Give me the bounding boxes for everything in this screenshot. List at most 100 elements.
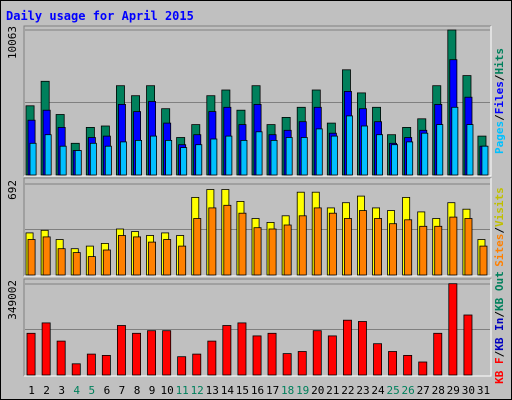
bar-sites-day-8 (133, 236, 141, 276)
bar-pages-day-1 (29, 142, 37, 176)
panel-border-highlight (24, 26, 492, 177)
bar-kbin-day-29 (448, 283, 458, 376)
bar-pages-day-11 (180, 147, 188, 176)
x-tick-label: 11 (176, 384, 189, 397)
x-tick-label: 7 (119, 384, 126, 397)
bar-pages-day-16 (255, 131, 263, 176)
x-tick-label: 12 (191, 384, 204, 397)
x-tick-label: 9 (149, 384, 156, 397)
legend-entry: / (493, 311, 506, 318)
bar-kbin-day-30 (463, 314, 473, 376)
bar-kbin-day-26 (403, 354, 413, 376)
bar-sites-day-11 (178, 245, 187, 276)
bar-sites-day-17 (268, 228, 277, 276)
x-tick-label: 14 (221, 384, 235, 397)
bar-kbin-day-28 (433, 332, 443, 376)
bar-pages-day-7 (120, 141, 127, 176)
bar-kbin-day-16 (252, 335, 262, 376)
bar-pages-day-22 (345, 115, 353, 176)
x-tick-label: 25 (386, 384, 399, 397)
bar-kbin-day-4 (71, 363, 81, 376)
bar-pages-day-14 (225, 135, 233, 176)
bar-sites-day-14 (223, 204, 232, 276)
legend-entry: / (493, 74, 506, 81)
bar-kbin-day-11 (177, 356, 187, 376)
bar-sites-day-22 (343, 218, 352, 276)
bar-sites-day-12 (193, 218, 202, 276)
bar-kbin-day-6 (101, 354, 111, 376)
bar-kbin-day-10 (162, 330, 172, 376)
bar-pages-day-28 (436, 124, 444, 176)
x-tick-label: 29 (447, 384, 460, 397)
x-tick-label: 31 (477, 384, 490, 397)
x-tick-label: 22 (341, 384, 354, 397)
bar-kbin-day-17 (267, 332, 277, 376)
bar-pages-day-24 (376, 134, 383, 176)
bar-kbin-day-15 (237, 322, 247, 376)
x-tick-label: 15 (236, 384, 249, 397)
panel-border-shadow (23, 177, 491, 276)
legend-entry: Visits (493, 187, 506, 227)
x-tick-label: 24 (371, 384, 385, 397)
bar-pages-day-18 (285, 137, 293, 176)
chart-title: Daily usage for April 2015 (6, 9, 194, 23)
bar-sites-day-3 (57, 248, 66, 276)
bar-pages-day-8 (135, 139, 142, 176)
legend-entry: / (493, 227, 506, 234)
x-tick-label: 5 (88, 384, 95, 397)
bar-kbin-day-2 (41, 322, 51, 376)
x-tick-label: 17 (266, 384, 279, 397)
bar-kbin-day-22 (342, 319, 352, 376)
bar-pages-day-26 (406, 141, 414, 176)
x-tick-label: 27 (417, 384, 430, 397)
bar-sites-day-27 (419, 225, 428, 276)
x-tick-label: 16 (251, 384, 264, 397)
bar-pages-day-25 (391, 144, 398, 176)
bar-pages-day-9 (150, 135, 157, 176)
bar-sites-day-7 (118, 235, 126, 276)
legend-entry: Sites (493, 234, 506, 267)
legend-entry: Pages (493, 121, 506, 154)
bar-pages-day-23 (360, 125, 368, 176)
bar-sites-day-20 (313, 207, 322, 276)
bar-kbin-day-3 (56, 340, 66, 376)
bar-sites-day-10 (163, 239, 172, 276)
bar-sites-day-29 (449, 216, 458, 276)
x-tick-label: 26 (401, 384, 414, 397)
y-max-label: 10063 (6, 26, 19, 59)
x-tick-label: 8 (134, 384, 141, 397)
bar-kbin-day-12 (192, 353, 202, 376)
bar-pages-day-15 (240, 139, 248, 176)
legend-entry: Hits (493, 48, 506, 75)
panel-legend: KB F/KB In/KB Out (493, 271, 506, 384)
x-tick-label: 21 (326, 384, 339, 397)
bar-sites-day-2 (42, 236, 51, 276)
x-tick-label: 23 (356, 384, 369, 397)
bar-sites-day-16 (253, 227, 262, 276)
bar-kbin-day-8 (132, 332, 142, 376)
x-tick-label: 1 (28, 384, 35, 397)
legend-entry: / (493, 114, 506, 121)
bar-pages-day-17 (270, 139, 278, 176)
bar-kbin-day-20 (312, 330, 322, 376)
bar-kbin-day-25 (388, 351, 398, 376)
bar-pages-day-21 (330, 135, 338, 176)
bar-pages-day-2 (44, 134, 52, 176)
y-max-label: 692 (6, 180, 19, 200)
x-tick-label: 3 (58, 384, 65, 397)
x-tick-label: 10 (160, 384, 173, 397)
bar-kbin-day-24 (373, 343, 383, 376)
panel-border-shadow (23, 25, 491, 176)
bar-pages-day-29 (451, 106, 459, 176)
legend-entry: KB F (493, 357, 506, 384)
bar-sites-day-15 (238, 212, 247, 276)
bar-sites-day-24 (374, 218, 382, 276)
bar-pages-day-3 (59, 145, 67, 176)
bar-kbin-day-14 (222, 325, 232, 376)
bar-sites-day-30 (464, 218, 473, 276)
panel-visits-sites: 692 Sites/Visits (6, 177, 506, 277)
bar-sites-day-28 (434, 225, 443, 276)
